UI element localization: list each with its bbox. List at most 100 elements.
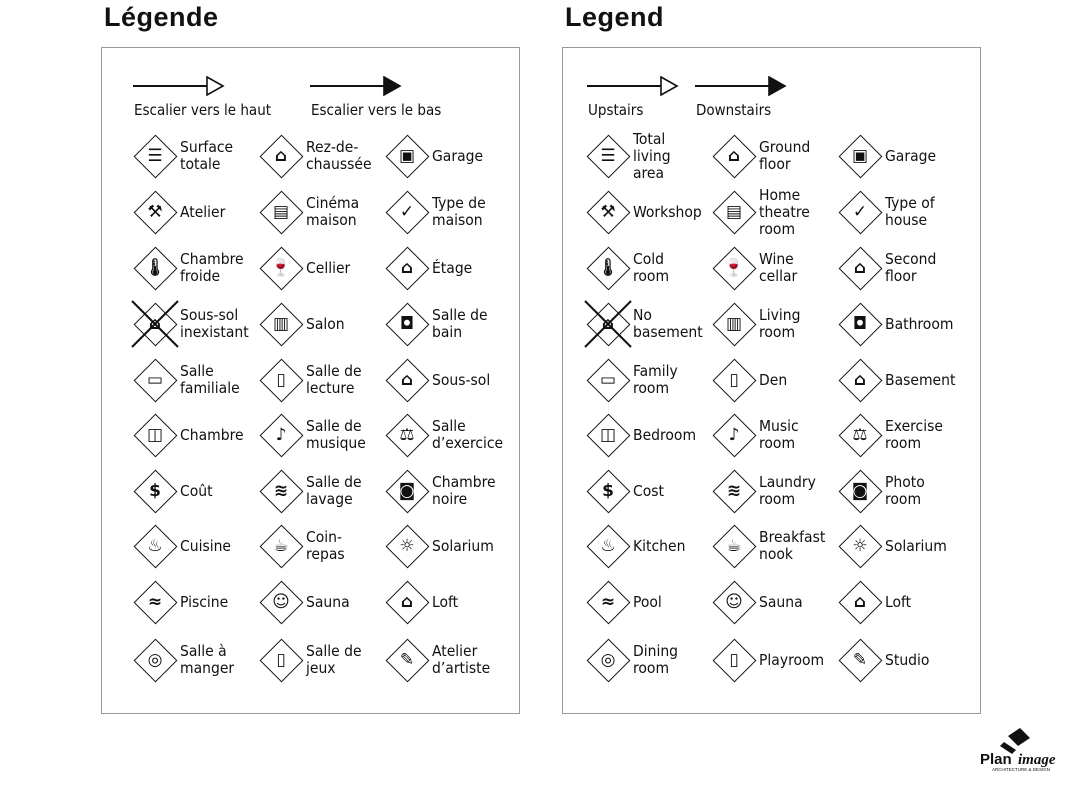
legend-item-label: Type of house — [885, 194, 935, 229]
legend-item-label: Type de maison — [432, 194, 486, 229]
legend-item-label: Chambre froide — [180, 250, 244, 285]
music-note-icon: ♪ — [712, 413, 757, 458]
coffee-cup-icon: ☕ — [259, 524, 304, 569]
legend-item-label: Garage — [885, 146, 937, 165]
legend-panel-english — [562, 47, 981, 714]
legend-item-label: Salon — [306, 314, 345, 333]
ground-floor-icon: ⌂ — [259, 134, 304, 179]
legend-item: ♨ Cuisine — [128, 518, 254, 574]
legend-item: ⌂ Second floor — [833, 240, 959, 296]
legend-item-label: Photo room — [885, 473, 925, 508]
legend-item-label: Atelier d’artiste — [432, 642, 491, 677]
total-area-icon: ☰ — [586, 134, 631, 179]
legend-item-label: Laundry room — [759, 473, 816, 508]
legend-item: ◫ Bedroom — [581, 407, 707, 463]
dollar-icon: $ — [133, 469, 178, 514]
legend-item: ✎ Atelier d’artiste — [380, 632, 506, 688]
playroom-icon: ▯ — [259, 638, 304, 683]
legend-item: ♪ Salle de musique — [254, 407, 380, 463]
tv-icon: ▭ — [133, 358, 178, 403]
legend-item: ⚖ Exercise room — [833, 407, 959, 463]
legend-item: ≈ Piscine — [128, 574, 254, 630]
legend-item: ⚖ Salle d’exercice — [380, 407, 506, 463]
legend-item: ◙ Chambre noire — [380, 463, 506, 519]
book-icon: ▯ — [259, 358, 304, 403]
legend-title-french: Légende — [104, 2, 219, 32]
legend-item: ☕ Coin- repas — [254, 518, 380, 574]
legend-item: ≋ Laundry room — [707, 463, 833, 519]
loft-icon: ⌂ — [838, 580, 883, 625]
legend-item-label: Salle de musique — [306, 417, 366, 452]
plate-icon: ◎ — [133, 638, 178, 683]
legend-item-label: Cinéma maison — [306, 194, 360, 229]
legend-item-label: Coût — [180, 481, 213, 500]
legend-item: ⌂ Étage — [380, 240, 506, 296]
legend-item-label: Piscine — [180, 592, 229, 611]
legend-item: ◘ Salle de bain — [380, 296, 506, 352]
legend-item: ◘ Bathroom — [833, 296, 959, 352]
legend-item-label: Dining room — [633, 642, 679, 677]
weights-icon: ⚖ — [838, 413, 883, 458]
pot-icon: ♨ — [133, 524, 178, 569]
legend-item: ▥ Salon — [254, 296, 380, 352]
legend-item: 🍷 Wine cellar — [707, 240, 833, 296]
legend-item: ⚒ Workshop — [581, 184, 707, 240]
legend-item: ◎ Dining room — [581, 632, 707, 688]
legend-item-label: Pool — [633, 592, 662, 611]
legend-item-label: Chambre noire — [432, 473, 496, 508]
legend-item-label: Home theatre room — [759, 185, 810, 238]
legend-item: $ Cost — [581, 463, 707, 519]
legend-item-label: Sous-sol — [432, 370, 491, 389]
legend-item-label: Living room — [759, 306, 801, 341]
legend-item-label: Loft — [885, 592, 912, 611]
upstairs-arrow-icon — [587, 76, 679, 96]
hammer-icon: ⚒ — [586, 190, 631, 235]
no-basement-icon: ⌂ — [584, 300, 632, 348]
legend-item: ▥ Living room — [707, 296, 833, 352]
downstairs-arrow-icon — [310, 76, 402, 96]
legend-item: ▣ Garage — [380, 128, 506, 184]
wine-icon: 🍷 — [259, 246, 304, 291]
legend-item: $ Coût — [128, 463, 254, 519]
legend-item-label: Surface totale — [180, 138, 234, 173]
legend-item-label: No basement — [633, 306, 703, 341]
toilet-icon: ◘ — [385, 302, 430, 347]
legend-item: ⌂ Basement — [833, 352, 959, 408]
legend-item: ✎ Studio — [833, 632, 959, 688]
laundry-icon: ≋ — [259, 469, 304, 514]
sun-icon: ☼ — [838, 524, 883, 569]
legend-item-label: Loft — [432, 592, 459, 611]
legend-item: ≈ Pool — [581, 574, 707, 630]
legend-item-label: Playroom — [759, 650, 825, 669]
legend-item: ⌂ Loft — [380, 574, 506, 630]
legend-item-label: Ground floor — [759, 138, 811, 173]
bed-icon: ◫ — [133, 413, 178, 458]
legend-item: ⌂No basement — [581, 296, 707, 352]
svg-text:Plan: Plan — [980, 751, 1012, 768]
downstairs-label: Downstairs — [696, 101, 772, 119]
legend-item: ▭ Salle familiale — [128, 352, 254, 408]
pot-icon: ♨ — [586, 524, 631, 569]
upstairs-label: Escalier vers le haut — [134, 101, 272, 119]
legend-item: ⌂ Rez-de- chaussée — [254, 128, 380, 184]
legend-item-label: Bedroom — [633, 425, 697, 444]
svg-text:ARCHITECTURE & DESIGN: ARCHITECTURE & DESIGN — [992, 767, 1050, 772]
weights-icon: ⚖ — [385, 413, 430, 458]
legend-item-label: Salle d’exercice — [432, 417, 504, 452]
legend-item-label: Salle familiale — [180, 362, 240, 397]
playroom-icon: ▯ — [712, 638, 757, 683]
garage-icon: ▣ — [838, 134, 883, 179]
legend-item: ♪ Music room — [707, 407, 833, 463]
legend-title-english: Legend — [565, 2, 665, 32]
palette-icon: ✎ — [385, 638, 430, 683]
legend-item: ✓ Type de maison — [380, 184, 506, 240]
legend-item-label: Cellier — [306, 258, 351, 277]
legend-item: 🍷 Cellier — [254, 240, 380, 296]
sofa-icon: ▥ — [259, 302, 304, 347]
house-check-icon: ✓ — [838, 190, 883, 235]
legend-item-label: Cost — [633, 481, 664, 500]
planimage-logo: Plan image ARCHITECTURE & DESIGN — [980, 728, 1056, 772]
legend-panel-french — [101, 47, 520, 714]
legend-item: ♨ Kitchen — [581, 518, 707, 574]
legend-item: ▯ Salle de jeux — [254, 632, 380, 688]
